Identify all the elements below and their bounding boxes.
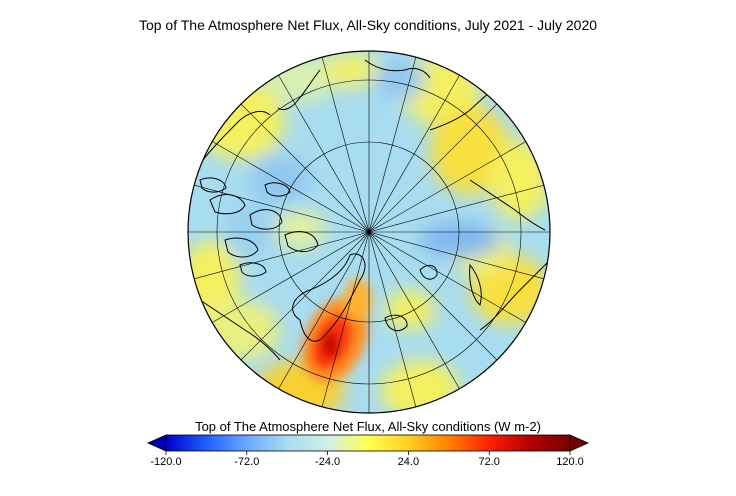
meridian-line xyxy=(321,231,370,407)
meridian-line xyxy=(321,57,370,233)
meridian-line xyxy=(212,231,370,323)
meridian-line xyxy=(368,231,526,323)
colorbar-tick-label: 72.0 xyxy=(478,456,500,468)
meridian-line xyxy=(368,231,498,361)
colorbar-tick-label: -72.0 xyxy=(234,456,260,468)
colorbar-tick-label: 120.0 xyxy=(556,456,584,468)
meridian-line xyxy=(368,103,498,233)
meridian-line xyxy=(194,184,370,233)
meridian-line xyxy=(368,231,417,407)
meridian-line xyxy=(368,231,460,389)
colorbar-extend-low xyxy=(147,434,167,452)
meridian-line xyxy=(368,75,460,233)
colorbar-tick-label: 24.0 xyxy=(397,456,420,468)
meridian-line xyxy=(194,231,370,280)
meridian-line xyxy=(368,141,526,233)
meridian-line xyxy=(368,57,417,233)
map-boundary xyxy=(187,50,551,414)
meridian-line xyxy=(278,75,370,233)
meridian-line xyxy=(240,231,370,361)
colorbar-body xyxy=(165,434,571,452)
meridian-line xyxy=(212,141,370,233)
meridian-line xyxy=(240,103,370,233)
meridian-line xyxy=(368,231,544,280)
meridian-line xyxy=(278,231,370,389)
colorbar-title: Top of The Atmosphere Net Flux, All-Sky … xyxy=(195,419,541,434)
meridian-line xyxy=(368,184,544,233)
colorbar-extend-high xyxy=(569,434,589,452)
colorbar-tick-label: -24.0 xyxy=(315,456,341,468)
colorbar-tick-label: -120.0 xyxy=(150,456,182,468)
graticule xyxy=(188,51,550,413)
map-title: Top of The Atmosphere Net Flux, All-Sky … xyxy=(138,17,598,33)
